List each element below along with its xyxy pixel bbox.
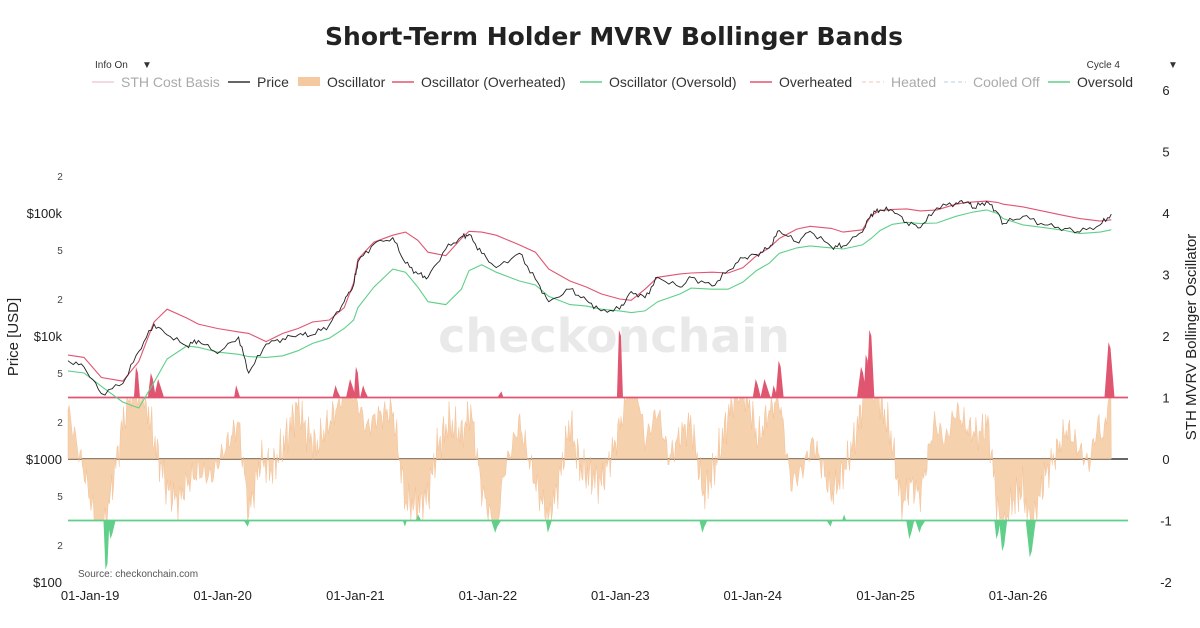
legend-label: Price <box>257 74 289 90</box>
overheated-band-line <box>67 200 1112 382</box>
legend-item: Oscillator <box>298 74 386 90</box>
overheated-spike <box>154 379 165 398</box>
oscillator-area <box>67 396 1112 522</box>
oversold-band-line <box>67 209 1112 409</box>
x-tick-label: 01-Jan-23 <box>591 588 650 603</box>
overheated-spike <box>866 329 875 398</box>
overheated-spike <box>234 385 241 398</box>
legend-label: Heated <box>891 74 936 90</box>
oversold-spike <box>840 514 847 521</box>
legend-label: Oscillator (Oversold) <box>609 74 737 90</box>
oversold-spike <box>1025 520 1036 558</box>
y-right-tick-label: -1 <box>1160 514 1172 529</box>
legend-item: Oversold <box>1048 74 1133 90</box>
legend: STH Cost Basis Price Oscillator Oscillator … <box>92 74 1133 90</box>
legend-label: Cooled Off <box>973 74 1040 90</box>
legend-label: Overheated <box>779 74 852 90</box>
y-left-minor-tick-label: 2 <box>57 172 63 183</box>
overheated-spike <box>353 366 360 398</box>
legend-swatch <box>298 77 320 86</box>
y-left-tick-label: $10k <box>34 329 63 344</box>
x-tick-label: 01-Jan-20 <box>193 588 252 603</box>
oversold-spike <box>545 520 552 533</box>
overheated-spike <box>133 366 140 398</box>
cycle-select-label[interactable]: Cycle 4 <box>1087 60 1121 71</box>
oversold-spike <box>826 520 837 527</box>
legend-item: Heated <box>862 74 936 90</box>
watermark: checkonchain <box>438 309 790 363</box>
oversold-spike <box>491 520 502 533</box>
y-left-minor-tick-label: 5 <box>57 492 63 503</box>
y-right-tick-label: 3 <box>1162 268 1169 283</box>
oversold-spike <box>999 520 1008 552</box>
oversold-spike <box>107 520 116 539</box>
x-tick-label: 01-Jan-21 <box>326 588 385 603</box>
cycle-select-arrow-icon[interactable]: ▼ <box>1168 60 1178 71</box>
overheated-spike <box>346 379 357 398</box>
y-axis-left-title: Price [USD] <box>5 298 22 376</box>
y-left-minor-tick-label: 2 <box>57 295 63 306</box>
y-right-tick-label: 4 <box>1162 206 1169 221</box>
price-line <box>67 200 1112 396</box>
info-toggle-label[interactable]: Info On <box>95 60 128 71</box>
x-tick-label: 01-Jan-24 <box>723 588 782 603</box>
overheated-spike <box>760 379 771 398</box>
y-left-minor-tick-label: 2 <box>57 418 63 429</box>
y-left-minor-tick-label: 5 <box>57 246 63 257</box>
oversold-spike <box>699 520 708 533</box>
oversold-spike <box>915 520 926 533</box>
overheated-spike <box>497 391 508 398</box>
overheated-spike <box>360 385 369 398</box>
oversold-spike <box>243 520 254 527</box>
legend-label: Oscillator (Overheated) <box>421 74 566 90</box>
y-left-tick-label: $100 <box>33 575 62 590</box>
price-layer <box>67 200 1112 396</box>
chart-title: Short-Term Holder MVRV Bollinger Bands <box>325 22 903 51</box>
legend-item: Overheated <box>750 74 852 90</box>
y-right-tick-label: 1 <box>1162 391 1169 406</box>
oversold-spike <box>103 520 110 570</box>
legend-item: STH Cost Basis <box>92 74 220 90</box>
x-tick-label: 01-Jan-25 <box>856 588 915 603</box>
oversold-spike <box>402 520 409 527</box>
y-axis-right-title: STH MVRV Bollinger Oscillator <box>1183 234 1200 440</box>
y-left-tick-label: $1000 <box>26 452 62 467</box>
oscillator-layer <box>67 329 1128 570</box>
axis-layer: $100 $1000 $10k $100k 2 5 2 5 2 5 2 -2 -1 0 1 2 3 4 5 6 01-J… <box>26 83 1172 603</box>
info-toggle-arrow-icon[interactable]: ▼ <box>142 60 152 71</box>
overheated-spike <box>332 385 341 398</box>
oversold-spike <box>994 520 1001 539</box>
y-right-tick-label: -2 <box>1160 575 1172 590</box>
x-tick-label: 01-Jan-19 <box>61 588 120 603</box>
legend-item: Oscillator (Oversold) <box>580 74 737 90</box>
x-tick-label: 01-Jan-22 <box>459 588 518 603</box>
overheated-spike <box>1104 342 1115 398</box>
legend-item: Oscillator (Overheated) <box>392 74 566 90</box>
x-tick-label: 01-Jan-26 <box>989 588 1048 603</box>
legend-label: Oversold <box>1077 74 1133 90</box>
y-left-minor-tick-label: 5 <box>57 369 63 380</box>
oversold-spike <box>906 520 915 539</box>
y-right-tick-label: 6 <box>1162 83 1169 98</box>
overheated-spike <box>616 329 623 398</box>
legend-label: Oscillator <box>327 74 386 90</box>
oversold-spike <box>413 514 422 521</box>
legend-item: Price <box>228 74 289 90</box>
legend-label: STH Cost Basis <box>121 74 220 90</box>
y-left-minor-tick-label: 2 <box>57 541 63 552</box>
overheated-spike <box>752 379 761 398</box>
y-right-tick-label: 5 <box>1162 145 1169 160</box>
y-right-tick-label: 0 <box>1162 452 1169 467</box>
y-left-tick-label: $100k <box>27 206 63 221</box>
bands-layer <box>67 200 1112 409</box>
overheated-spike <box>775 360 784 398</box>
legend-item: Cooled Off <box>944 74 1040 90</box>
source-note: Source: checkonchain.com <box>78 569 198 580</box>
y-right-tick-label: 2 <box>1162 329 1169 344</box>
